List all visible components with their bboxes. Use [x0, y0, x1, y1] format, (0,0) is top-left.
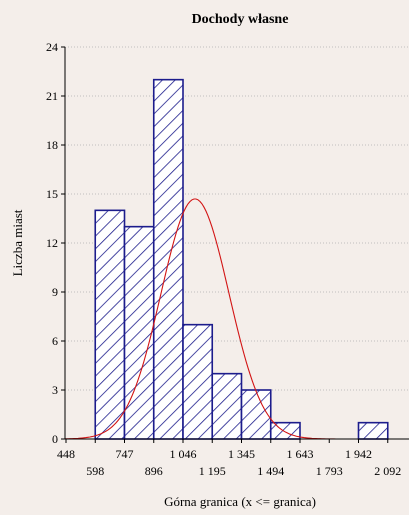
x-tick-label: 2 092 [374, 464, 401, 478]
normal-fit-curve [65, 198, 409, 439]
x-tick-label: 747 [116, 447, 134, 461]
histogram-bar [152, 78, 184, 440]
x-tick-label: 1 046 [170, 447, 197, 461]
y-tick-label: 24 [46, 40, 58, 54]
y-tick-label: 12 [46, 236, 58, 250]
y-tick-label: 9 [52, 285, 58, 299]
histogram-bar [94, 209, 126, 440]
y-tick-label: 18 [46, 138, 58, 152]
histogram-bar [211, 372, 243, 440]
x-tick-label: 1 942 [345, 447, 372, 461]
histogram-bar [357, 421, 389, 440]
chart-title: Dochody własne [192, 12, 289, 27]
y-axis-ticks: 0 3 6 9 12 15 18 21 24 [46, 40, 65, 446]
y-axis-label: Liczba miast [10, 209, 25, 276]
x-tick-label: 896 [145, 464, 163, 478]
y-tick-label: 21 [46, 89, 58, 103]
x-tick-label: 448 [57, 447, 75, 461]
x-tick-label: 1 793 [316, 464, 343, 478]
y-tick-label: 6 [52, 334, 58, 348]
histogram-bar [123, 225, 155, 440]
y-tick-label: 3 [52, 383, 58, 397]
x-tick-label: 1 643 [287, 447, 314, 461]
histogram-bar [182, 323, 214, 440]
y-tick-label: 15 [46, 187, 58, 201]
x-tick-label: 598 [86, 464, 104, 478]
x-axis-ticks: 448 747 1 046 1 345 1 643 1 942 598 896 1 195 1 4… [57, 439, 401, 478]
histogram-bar [240, 389, 272, 440]
x-axis-label: Górna granica (x <= granica) [164, 494, 316, 509]
x-tick-label: 1 195 [199, 464, 226, 478]
x-tick-label: 1 345 [228, 447, 255, 461]
fit-curve-group [65, 198, 409, 439]
bars [94, 78, 389, 440]
x-tick-label: 1 494 [257, 464, 284, 478]
y-tick-label: 0 [52, 432, 58, 446]
